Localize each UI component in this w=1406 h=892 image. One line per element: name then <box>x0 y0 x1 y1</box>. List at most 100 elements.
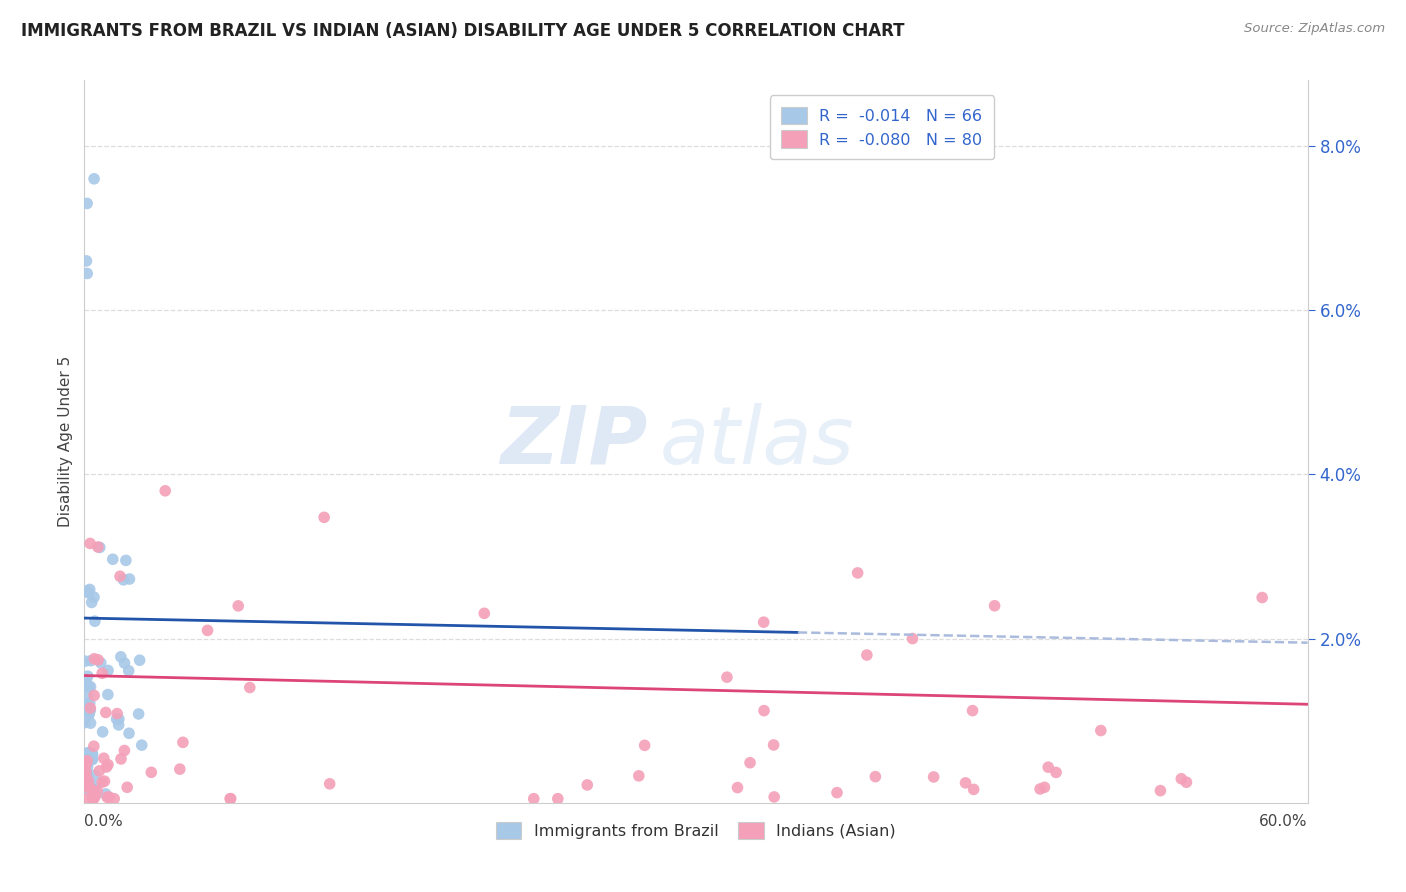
Legend: Immigrants from Brazil, Indians (Asian): Immigrants from Brazil, Indians (Asian) <box>489 815 903 846</box>
Point <box>523 791 546 805</box>
Point <box>1029 781 1052 796</box>
Point <box>77 680 100 694</box>
Point <box>752 615 775 630</box>
Point <box>103 791 125 805</box>
Point <box>472 607 495 621</box>
Point <box>226 599 249 613</box>
Point <box>83 689 105 703</box>
Point <box>76 267 98 281</box>
Point <box>97 688 120 702</box>
Point <box>76 760 98 774</box>
Point <box>118 726 141 740</box>
Point <box>77 774 100 789</box>
Point <box>983 599 1005 613</box>
Point <box>75 791 97 805</box>
Point <box>94 787 117 801</box>
Point <box>101 552 124 566</box>
Point <box>169 762 191 776</box>
Point <box>83 171 105 186</box>
Point <box>627 769 650 783</box>
Point <box>76 669 98 683</box>
Point <box>91 666 114 681</box>
Point <box>962 704 984 718</box>
Point <box>83 791 105 805</box>
Point <box>77 755 100 769</box>
Point <box>856 648 879 662</box>
Point <box>86 784 108 798</box>
Point <box>93 774 115 789</box>
Point <box>318 777 340 791</box>
Point <box>547 791 569 805</box>
Point <box>115 553 138 567</box>
Point <box>91 724 114 739</box>
Point <box>96 790 118 805</box>
Text: Source: ZipAtlas.com: Source: ZipAtlas.com <box>1244 22 1385 36</box>
Point <box>75 253 97 268</box>
Point <box>76 769 98 783</box>
Point <box>108 712 131 726</box>
Point <box>87 653 110 667</box>
Point <box>77 586 100 600</box>
Point <box>155 483 177 498</box>
Point <box>75 757 97 772</box>
Point <box>112 573 135 587</box>
Point <box>114 656 136 670</box>
Point <box>962 782 984 797</box>
Point <box>80 654 103 668</box>
Y-axis label: Disability Age Under 5: Disability Age Under 5 <box>58 356 73 527</box>
Point <box>91 775 114 789</box>
Point <box>1045 765 1067 780</box>
Point <box>107 718 129 732</box>
Point <box>82 747 104 762</box>
Point <box>97 757 120 772</box>
Point <box>83 652 105 666</box>
Point <box>89 541 111 555</box>
Point <box>239 681 262 695</box>
Point <box>75 679 97 693</box>
Point <box>1175 775 1198 789</box>
Point <box>110 752 132 766</box>
Point <box>82 747 104 761</box>
Point <box>75 756 97 770</box>
Point <box>112 743 135 757</box>
Point <box>846 566 869 580</box>
Point <box>105 712 128 726</box>
Point <box>1170 772 1192 786</box>
Point <box>76 689 98 703</box>
Point <box>83 788 105 802</box>
Point <box>83 768 105 782</box>
Point <box>76 584 98 599</box>
Point <box>75 764 97 779</box>
Point <box>1090 723 1112 738</box>
Point <box>76 675 98 690</box>
Point <box>84 789 107 804</box>
Point <box>94 706 117 720</box>
Point <box>82 784 104 798</box>
Point <box>131 738 153 752</box>
Point <box>97 664 120 678</box>
Point <box>75 758 97 772</box>
Point <box>98 790 121 805</box>
Point <box>118 664 141 678</box>
Point <box>77 746 100 760</box>
Point <box>82 782 104 797</box>
Point <box>716 670 738 684</box>
Point <box>93 751 115 765</box>
Point <box>90 656 112 670</box>
Point <box>76 196 98 211</box>
Point <box>79 716 101 731</box>
Point <box>77 779 100 793</box>
Text: IMMIGRANTS FROM BRAZIL VS INDIAN (ASIAN) DISABILITY AGE UNDER 5 CORRELATION CHAR: IMMIGRANTS FROM BRAZIL VS INDIAN (ASIAN)… <box>21 22 904 40</box>
Point <box>110 649 132 664</box>
Text: 60.0%: 60.0% <box>1260 814 1308 829</box>
Point <box>763 789 786 804</box>
Text: atlas: atlas <box>659 402 853 481</box>
Point <box>75 769 97 783</box>
Point <box>82 791 104 805</box>
Point <box>83 739 105 754</box>
Point <box>87 540 110 554</box>
Point <box>752 704 775 718</box>
Point <box>105 706 128 721</box>
Point <box>80 752 103 766</box>
Point <box>79 785 101 799</box>
